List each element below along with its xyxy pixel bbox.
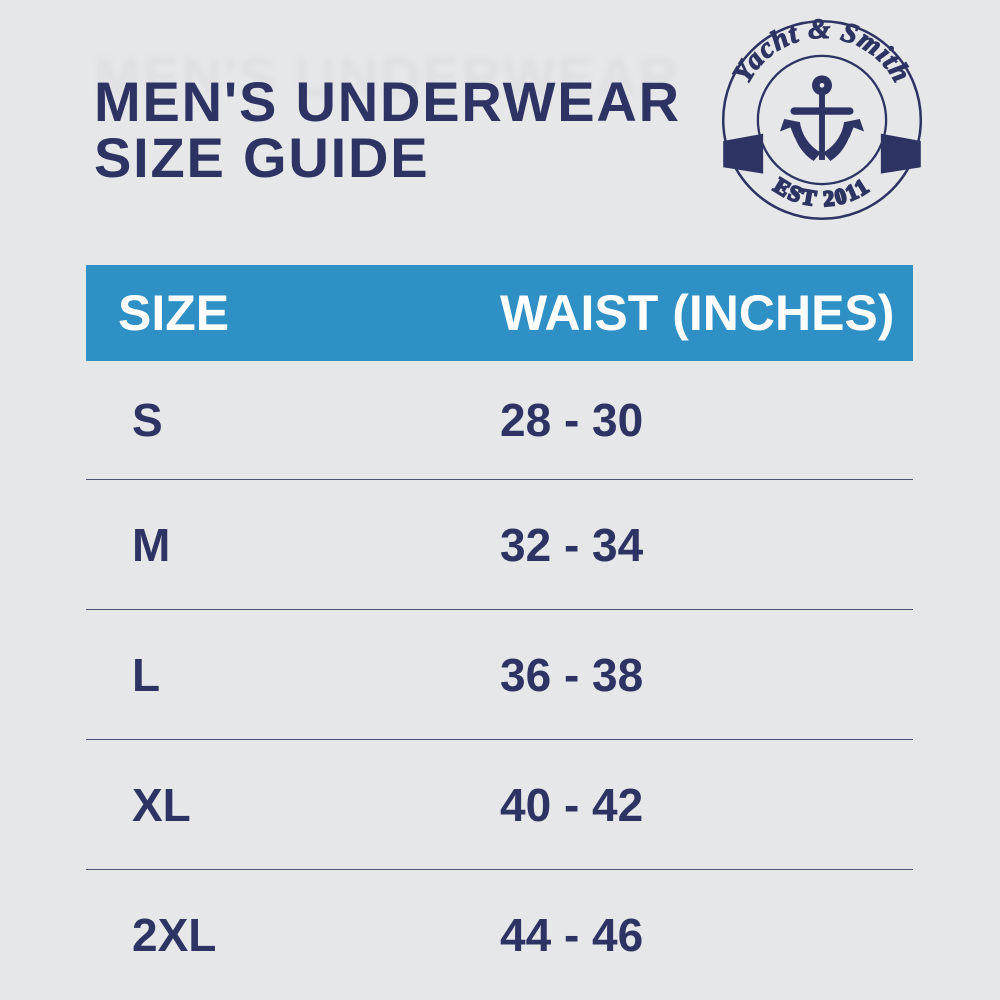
svg-text:EST 2011: EST 2011 (770, 173, 875, 212)
